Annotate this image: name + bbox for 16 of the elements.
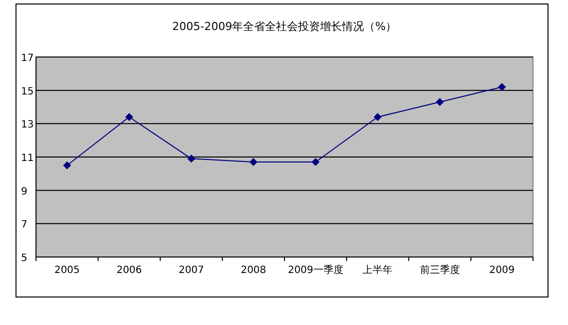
xtick: 2009一季度 bbox=[288, 265, 344, 276]
title: 2005-2009年全省全社会投资增长情况（%） bbox=[172, 20, 397, 33]
xtick: 2006 bbox=[116, 265, 142, 276]
ytick: 17 bbox=[21, 53, 34, 64]
xtick: 前三季度 bbox=[420, 265, 460, 276]
xtick: 2009 bbox=[489, 265, 515, 276]
ytick: 5 bbox=[21, 253, 28, 264]
xtick: 上半年 bbox=[362, 265, 393, 276]
ytick: 7 bbox=[21, 220, 28, 231]
ytick: 9 bbox=[21, 186, 28, 198]
xtick: 2008 bbox=[240, 265, 266, 276]
xtick: 2007 bbox=[178, 265, 204, 276]
xtick: 2005 bbox=[54, 265, 80, 276]
ytick: 11 bbox=[21, 153, 34, 164]
ytick: 13 bbox=[21, 120, 34, 131]
ytick: 15 bbox=[21, 86, 34, 98]
